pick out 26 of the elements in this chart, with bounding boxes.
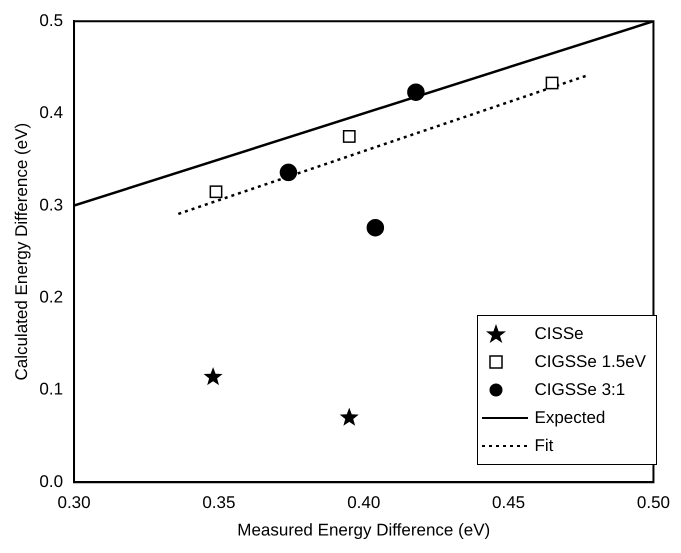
y-tick-label: 0.4 <box>39 103 64 122</box>
y-axis-title: Calculated Energy Difference (eV) <box>12 122 31 381</box>
point <box>280 164 298 182</box>
x-tick-label: 0.50 <box>636 493 670 512</box>
point <box>546 76 558 90</box>
x-tick-label: 0.45 <box>492 493 526 512</box>
point <box>342 130 356 143</box>
point <box>210 185 222 198</box>
x-axis-title: Measured Energy Difference (eV) <box>237 520 490 540</box>
legend-label: CIGSSe 3:1 <box>534 380 626 400</box>
y-tick-label: 0.2 <box>39 287 64 306</box>
point <box>407 83 425 101</box>
legend-label: Expected <box>534 408 606 428</box>
legend-label: CISSe <box>534 324 584 344</box>
point <box>366 218 384 236</box>
legend-label: CIGSSe 1.5eV <box>534 352 646 372</box>
legend-label: Fit <box>534 436 554 456</box>
point <box>204 367 223 386</box>
y-tick-label: 0.1 <box>39 380 64 399</box>
y-tick-label: 0.5 <box>39 10 64 30</box>
y-tick-label: 0.0 <box>39 472 64 491</box>
x-tick-label: 0.30 <box>57 493 91 512</box>
x-tick-label: 0.35 <box>202 493 236 512</box>
y-tick-label: 0.3 <box>39 195 64 214</box>
x-tick-label: 0.40 <box>347 493 380 512</box>
point <box>340 408 359 426</box>
